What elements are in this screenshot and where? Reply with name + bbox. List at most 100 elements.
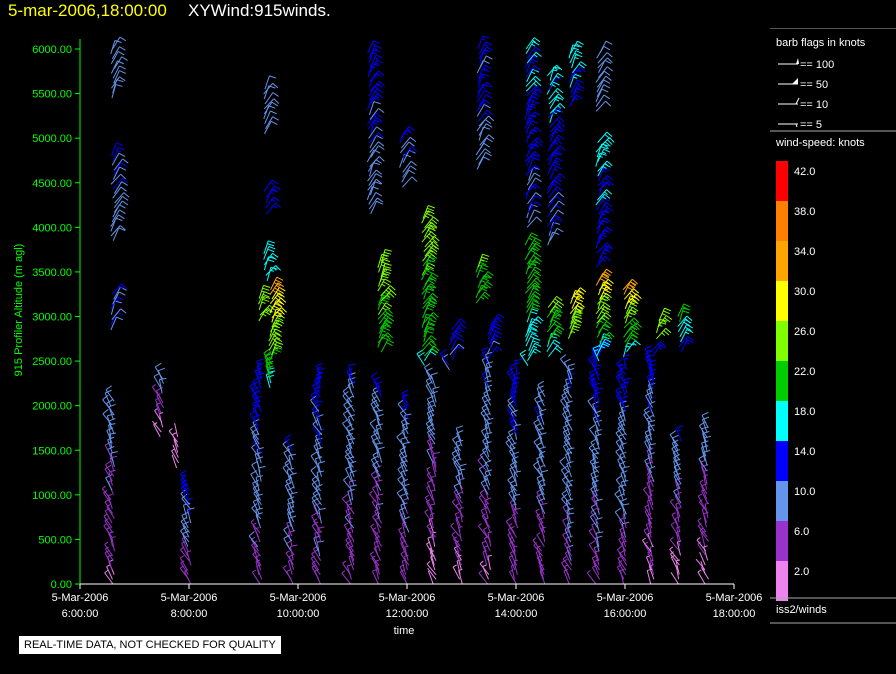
wind-barb [369, 80, 385, 92]
wind-barb [310, 451, 320, 468]
wind-barb [697, 517, 707, 533]
wind-barb [623, 306, 639, 319]
wind-barb [184, 569, 192, 585]
wind-barb [592, 405, 600, 422]
wind-barb [479, 271, 494, 284]
barb-legend-item: == 10 [778, 97, 828, 111]
wind-barb [549, 72, 564, 86]
wind-barb [265, 196, 280, 209]
wind-barb [595, 70, 611, 83]
wind-barb [185, 498, 194, 515]
wind-barb [263, 101, 279, 115]
wind-barb [101, 485, 112, 500]
wind-barb [104, 389, 112, 407]
wind-barb [426, 480, 433, 496]
wind-barb [598, 202, 613, 215]
wind-barb [425, 381, 434, 398]
wind-barb [524, 282, 541, 294]
wind-barb [675, 425, 684, 442]
wind-barb [677, 303, 691, 317]
wind-barb [112, 36, 127, 50]
wind-barb [547, 180, 561, 194]
wind-barb [595, 535, 603, 552]
wind-barb [104, 518, 113, 533]
wind-barb [527, 177, 542, 191]
wind-barb [369, 181, 382, 196]
barb-legend-header: barb flags in knots [776, 37, 866, 49]
wind-barb [597, 131, 613, 143]
wind-barb [566, 460, 574, 478]
wind-barb [181, 541, 189, 557]
y-tick-label: 1000.00 [32, 490, 72, 502]
wind-barb [423, 318, 437, 333]
wind-barb [476, 103, 491, 117]
svg-text:26.0: 26.0 [794, 326, 815, 338]
wind-barb [378, 324, 392, 339]
wind-barb [369, 93, 384, 106]
wind-barb [482, 436, 491, 453]
wind-barb [525, 183, 541, 195]
wind-barb [549, 121, 566, 133]
wind-barb [624, 288, 640, 300]
wind-barb [420, 267, 435, 281]
wind-barb [481, 426, 490, 444]
wind-barb [559, 456, 570, 473]
wind-barb [546, 320, 562, 333]
wind-barb [478, 41, 493, 55]
wind-barb [341, 570, 352, 585]
wind-barb [525, 65, 541, 78]
wind-barb [287, 501, 295, 518]
wind-barb [527, 266, 542, 280]
wind-barb [110, 296, 124, 310]
wind-barb [536, 385, 544, 402]
wind-barb [168, 428, 179, 443]
wind-barb [422, 204, 435, 219]
wind-barb [264, 92, 279, 105]
wind-barb [270, 276, 284, 290]
wind-barb [622, 278, 638, 291]
wind-barb [642, 537, 652, 552]
wind-barb [548, 345, 563, 357]
svg-text:== 10: == 10 [800, 99, 828, 111]
wind-barb [397, 399, 408, 416]
wind-barb [348, 363, 356, 380]
wind-barb [596, 84, 611, 98]
wind-barb [251, 503, 262, 520]
wind-barb [616, 545, 627, 562]
wind-barb [678, 335, 694, 348]
wind-barb [482, 564, 489, 580]
wind-barb [317, 461, 326, 477]
wind-barb [513, 545, 518, 561]
wind-barb [372, 451, 380, 468]
wind-barb [593, 545, 600, 561]
wind-barb [650, 341, 666, 353]
y-tick-label: 0.00 [51, 579, 72, 591]
wind-barb [507, 400, 517, 417]
wind-barb [549, 300, 565, 313]
svg-text:== 50: == 50 [800, 79, 828, 91]
wind-barb [432, 451, 441, 468]
wind-barb [252, 498, 260, 515]
wind-barb [370, 432, 379, 449]
wind-barb [512, 372, 521, 389]
wind-barb [451, 449, 460, 466]
chart-title-datetime: 5-mar-2006,18:00:00 [8, 1, 167, 20]
wind-barb [479, 560, 490, 575]
wind-barb [547, 214, 562, 227]
wind-barb [402, 146, 418, 159]
wind-barb [400, 551, 410, 566]
wind-barb [285, 550, 294, 566]
speed-bin: 42.0 [776, 161, 815, 201]
wind-barb [367, 40, 380, 54]
wind-barb [310, 465, 320, 482]
wind-barb [421, 340, 437, 352]
wind-barb [421, 283, 437, 295]
wind-barb [342, 418, 351, 436]
wind-barb [598, 180, 615, 191]
wind-barb [110, 316, 124, 331]
wind-barb [591, 461, 599, 478]
wind-barb [105, 460, 115, 477]
wind-barb [527, 242, 542, 256]
wind-barb [526, 216, 543, 228]
wind-barb [400, 126, 415, 139]
